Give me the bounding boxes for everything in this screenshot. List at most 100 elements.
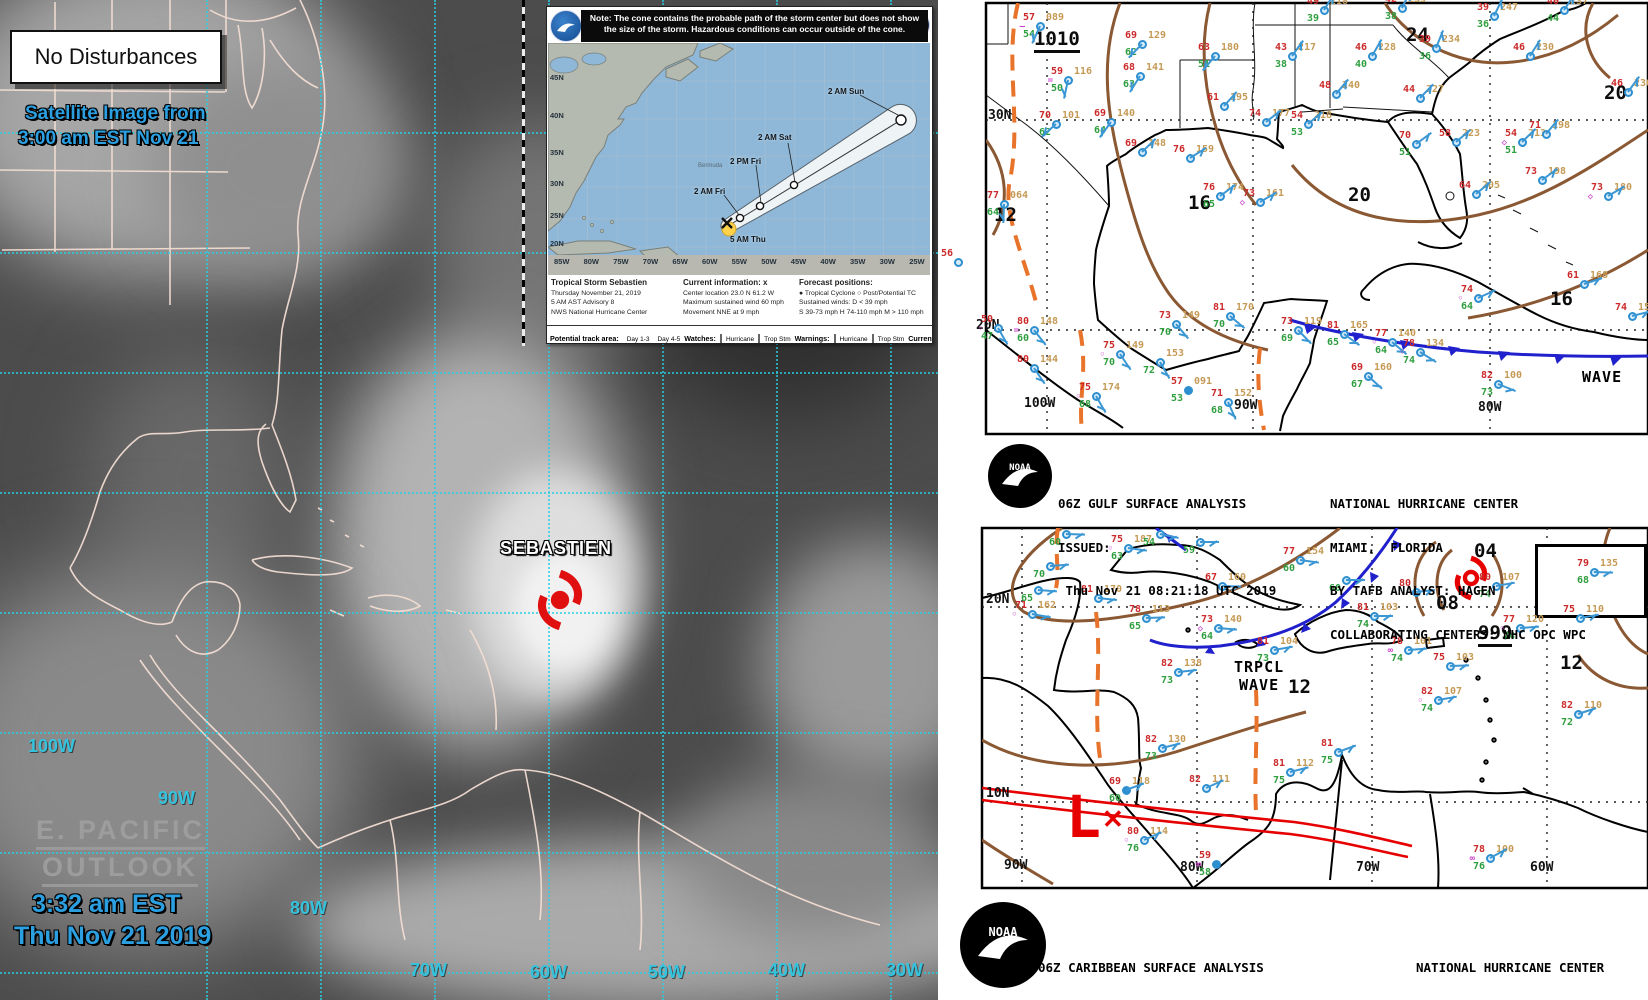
grid-line <box>0 732 938 734</box>
forecast-point-label: 2 PM Fri <box>730 157 762 166</box>
longitude-label: 80W <box>290 898 328 918</box>
gulf-header-issued: ISSUED: <box>1058 539 1111 555</box>
longitude-label: 55W <box>731 257 748 266</box>
longitude-label: 50W <box>648 962 686 982</box>
grid-line <box>0 132 938 134</box>
watch-hurricane-swatch <box>719 334 722 343</box>
analysis-label: 12 <box>994 204 1017 226</box>
longitude-label: 75W <box>613 257 629 266</box>
station-circle-icon <box>1211 859 1221 869</box>
surface-analyses-column: L ✕ 1010 24 20 20 16 16 12 WAVE 30N 20N 100W 90W 80W… <box>938 0 1648 1000</box>
warning-hurricane-swatch <box>833 334 836 343</box>
epac-outlook-line1: E. PACIFIC <box>36 815 206 850</box>
longitude-label: 65W <box>672 257 688 266</box>
longitude-label: 80W <box>583 257 600 266</box>
forecast-point-label: 2 AM Sun <box>828 87 865 96</box>
analysis-label: 20 <box>1604 82 1627 104</box>
bermuda-label: Bermuda <box>698 163 723 169</box>
max-wind: Maximum sustained wind 60 mph <box>683 299 784 307</box>
station-circle-icon <box>1183 385 1193 395</box>
grid-line <box>662 0 664 1000</box>
grid-line <box>776 0 778 1000</box>
wind-categories: S 39-73 mph H 74-110 mph M > 110 mph <box>799 309 924 317</box>
analysis-label: 12 <box>1560 652 1583 674</box>
no-disturbances-banner: No Disturbances <box>10 30 222 84</box>
longitude-label: 45W <box>790 257 807 266</box>
time-label-line2: Thu Nov 21 2019 <box>14 922 212 950</box>
satellite-coastlines <box>0 0 881 951</box>
cone-note-line2: the size of the storm. Hazardous conditi… <box>603 24 906 35</box>
longitude-label: 35W <box>850 257 866 266</box>
cone-note-line1: Note: The cone contains the probable pat… <box>589 13 920 23</box>
analysis-label: 999 <box>1478 624 1513 647</box>
analysis-label: 60W <box>1530 860 1554 875</box>
longitude-label: 30W <box>886 960 924 980</box>
analysis-label: 04 <box>1474 540 1497 562</box>
legend-warnings-heading: Warnings: <box>794 334 830 343</box>
watch-tropstm-label: Trop Stm <box>764 336 791 343</box>
analysis-label: WAVE <box>1582 368 1623 386</box>
forecast-positions-heading: Forecast positions: <box>799 278 873 287</box>
banner-text: No Disturbances <box>34 44 198 69</box>
analysis-label: 24 <box>1406 24 1429 46</box>
epac-outlook-line2: OUTLOOK <box>42 852 198 887</box>
carib-header-center: NATIONAL HURRICANE CENTER <box>1416 960 1605 975</box>
grid-line <box>434 0 436 1000</box>
center-location: Center location 23.0 N 61.2 W <box>683 289 775 297</box>
longitude-label: 40W <box>768 960 806 980</box>
legend-extent-heading: Current wind extent: <box>908 334 933 343</box>
warning-hurricane-label: Hurricane <box>839 336 868 343</box>
warning-tropstm-swatch <box>871 334 874 343</box>
storm-name-label: SEBASTIEN <box>500 538 613 558</box>
analysis-label: 20N <box>986 592 1010 607</box>
longitude-label: 85W <box>554 257 570 266</box>
current-info-heading: Current information: x <box>683 278 768 287</box>
latitude-label: 30N <box>550 179 564 188</box>
grid-line <box>0 372 938 374</box>
analysis-label: 90W <box>1004 858 1028 873</box>
grid-line <box>0 852 938 854</box>
gulf-header-center: NATIONAL HURRICANE CENTER <box>1330 496 1519 511</box>
longitude-label: 50W <box>761 257 777 266</box>
cone-map: 45N 40N 35N 30N 25N 20N 85W 80W 75W 70W 65W 60W 55W… <box>548 43 930 275</box>
longitude-label: 60W <box>702 257 718 266</box>
longitude-label: 25W <box>909 257 925 266</box>
longitude-label: 70W <box>642 257 659 266</box>
grid-line <box>890 0 892 1000</box>
noaa-logo-icon <box>550 10 582 42</box>
grid-line <box>320 0 322 1000</box>
gulf-header-time: Thu Nov 21 08:21:18 UTC 2019 <box>1058 583 1277 598</box>
gulf-header-collab: COLLABORATING CENTERS: NHC OPC WPC <box>1330 626 1586 642</box>
gulf-header-title: 06Z GULF SURFACE ANALYSIS <box>1058 496 1247 511</box>
longitude-label: 40W <box>820 257 836 266</box>
sustained-winds: Sustained winds: D < 39 mph <box>799 299 888 307</box>
satellite-caption-line1: Satellite Image from <box>25 103 206 124</box>
tropical-storm-symbol <box>1454 555 1488 601</box>
watch-tropstm-swatch <box>758 334 761 343</box>
carib-header-title: 06Z CARIBBEAN SURFACE ANALYSIS <box>1038 960 1264 975</box>
cloud-texture <box>150 60 410 280</box>
advisory-date: Thursday November 21, 2019 <box>551 289 641 297</box>
cloud-texture <box>760 540 938 790</box>
warning-tropstm-label: Trop Stm <box>877 336 905 343</box>
coverage-boundary <box>522 0 525 346</box>
latitude-label: 45N <box>550 73 564 82</box>
forecast-point-label: 2 AM Sat <box>758 133 792 142</box>
longitude-label: 90W <box>158 788 196 808</box>
storm-title: Tropical Storm Sebastien <box>551 278 648 287</box>
legend-day45: Day 4-5 <box>657 336 681 343</box>
analysis-label: 1010 <box>1034 30 1080 53</box>
tropical-storm-icon <box>538 569 582 631</box>
grid-line <box>0 612 938 614</box>
legend-track-heading: Potential track area: <box>550 334 619 343</box>
latitude-label: 25N <box>550 211 564 220</box>
latitude-label: 20N <box>550 239 564 248</box>
latitude-label: 40N <box>550 111 564 120</box>
low-pressure-symbol: L <box>1066 783 1101 851</box>
movement: Movement NNE at 9 mph <box>683 309 760 317</box>
grid-line <box>0 492 938 494</box>
cone-legend: Potential track area: Day 1-3 Day 4-5 Wa… <box>547 325 932 343</box>
grid-line <box>206 0 208 1000</box>
analysis-label: TRPCL <box>1234 658 1285 676</box>
